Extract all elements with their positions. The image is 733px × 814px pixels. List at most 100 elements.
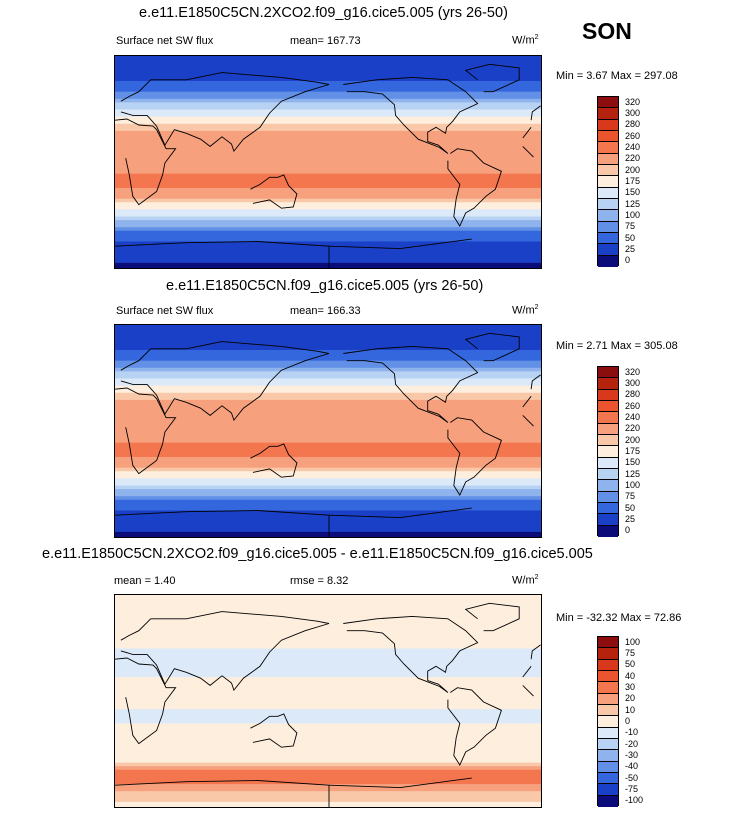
panel2-map-coastline bbox=[120, 341, 330, 422]
panel1-colorbar-box bbox=[598, 130, 618, 143]
panel2-map-band bbox=[115, 410, 541, 415]
panel3-rmse-label: rmse = 8.32 bbox=[290, 575, 349, 587]
panel1-colorbar-tick-label: 75 bbox=[625, 221, 636, 232]
panel1-colorbar-box bbox=[598, 187, 618, 199]
panel1-map-band bbox=[115, 173, 541, 178]
panel2-map-band bbox=[115, 378, 541, 383]
panel1-map-coastline bbox=[328, 238, 472, 250]
panel3-map-band bbox=[115, 648, 541, 653]
panel1-mean-label: mean= 167.73 bbox=[290, 35, 361, 47]
panel3-colorbar-box bbox=[598, 693, 618, 705]
panel1-map-svg bbox=[115, 56, 541, 268]
panel3-map-band bbox=[115, 712, 541, 717]
panel2-map-coastline bbox=[328, 507, 472, 519]
panel3-map-coastline bbox=[522, 666, 532, 678]
panel1-colorbar-box bbox=[598, 97, 618, 109]
panel2-colorbar-box bbox=[598, 400, 618, 413]
panel3-colorbar-tick-label: -50 bbox=[625, 772, 639, 783]
panel1-variable-label: Surface net SW flux bbox=[116, 35, 214, 47]
panel3-map-band bbox=[115, 595, 541, 600]
panel1-colorbar-tick-label: 320 bbox=[625, 96, 641, 107]
panel2-map-band bbox=[115, 424, 541, 430]
panel2-colorbar-box bbox=[598, 525, 618, 537]
panel3-map-band bbox=[115, 612, 541, 617]
panel3-map-coastline bbox=[530, 644, 541, 660]
panel1-map-band bbox=[115, 66, 541, 71]
panel2-colorbar-box bbox=[598, 468, 618, 481]
panel1-colorbar bbox=[597, 96, 619, 267]
panel2-map-band bbox=[115, 328, 541, 333]
panel3-map-band bbox=[115, 691, 541, 696]
panel2-map-band bbox=[115, 432, 541, 437]
panel1-map-band bbox=[115, 202, 541, 207]
panel3-colorbar-tick-label: 10 bbox=[625, 704, 636, 715]
panel3-map-band bbox=[115, 677, 541, 682]
panel3-map-band bbox=[115, 787, 541, 792]
panel3-map-band bbox=[115, 794, 541, 799]
panel2-title: e.e11.E1850C5CN.f09_g16.cice5.005 (yrs 2… bbox=[166, 278, 484, 294]
panel3-map-band bbox=[115, 741, 541, 746]
panel2-map-band bbox=[115, 349, 541, 355]
panel1-map-band bbox=[115, 84, 541, 89]
panel2-colorbar-tick-label: 75 bbox=[625, 491, 636, 502]
panel3-map-band bbox=[115, 623, 541, 628]
panel3-colorbar-box bbox=[598, 704, 618, 717]
panel1-map-band bbox=[115, 120, 541, 125]
panel2-map-band bbox=[115, 481, 541, 487]
panel3-colorbar-tick-label: 30 bbox=[625, 682, 636, 692]
panel1-colorbar-tick-label: 150 bbox=[625, 187, 641, 198]
panel1-colorbar-tick-label: 100 bbox=[625, 210, 641, 220]
panel2-map-band bbox=[115, 503, 541, 508]
panel2-map-band bbox=[115, 399, 541, 405]
panel3-map-coastline bbox=[115, 780, 330, 807]
panel1-map-coastline bbox=[120, 72, 330, 153]
panel2-map-coastline bbox=[522, 396, 532, 408]
panel2-map-band bbox=[115, 524, 541, 529]
panel2-map-band bbox=[115, 421, 541, 426]
panel3-colorbar-tick-label: 50 bbox=[625, 659, 636, 670]
panel1-map-band bbox=[115, 113, 541, 118]
panel1-colorbar-box bbox=[598, 232, 618, 245]
panel3-colorbar-tick-label: -10 bbox=[625, 727, 639, 738]
panel1-colorbar-tick-label: 25 bbox=[625, 244, 636, 254]
panel1-map-band bbox=[115, 73, 541, 78]
panel1-colorbar-tick-label: 300 bbox=[625, 108, 641, 118]
panel3-map-band bbox=[115, 751, 541, 757]
panel1-map-band bbox=[115, 180, 541, 185]
panel2-map-band bbox=[115, 467, 541, 472]
panel3-map-coastline bbox=[343, 615, 479, 693]
panel1-map-band bbox=[115, 209, 541, 214]
panel2-map-band bbox=[115, 342, 541, 347]
panel1-colorbar-box bbox=[598, 210, 618, 222]
panel2-map-band bbox=[115, 514, 541, 519]
panel1-map-band bbox=[115, 220, 541, 225]
panel3-map-band bbox=[115, 780, 541, 785]
panel3-map-band bbox=[115, 776, 541, 782]
panel3-map-band bbox=[115, 723, 541, 728]
panel1-map-band bbox=[115, 155, 541, 161]
panel2-map-band bbox=[115, 346, 541, 351]
panel1-map-coastline bbox=[115, 241, 330, 268]
panel2-colorbar-box bbox=[598, 367, 618, 379]
panel2-map-band bbox=[115, 428, 541, 433]
panel2-map-band bbox=[115, 435, 541, 440]
panel3-map-band bbox=[115, 726, 541, 732]
panel1-map-coastline bbox=[343, 76, 479, 154]
panel3-map-band bbox=[115, 673, 541, 678]
panel3-colorbar-tick-label: 40 bbox=[625, 670, 636, 681]
panel3-map-band bbox=[115, 773, 541, 778]
panel2-map-band bbox=[115, 496, 541, 501]
panel2-map-band bbox=[115, 407, 541, 412]
panel3-map-band bbox=[115, 709, 541, 714]
panel1-map-coastline bbox=[530, 105, 541, 121]
panel1-map-band bbox=[115, 266, 541, 268]
panel1-colorbar-box bbox=[598, 119, 618, 131]
panel3-map-band bbox=[115, 680, 541, 685]
panel3-colorbar-box bbox=[598, 784, 618, 796]
panel2-colorbar-tick-label: 240 bbox=[625, 412, 641, 422]
panel1-map-band bbox=[115, 145, 541, 150]
panel2-map-coastline bbox=[250, 443, 298, 478]
panel3-map-band bbox=[115, 766, 541, 771]
panel2-colorbar-box bbox=[598, 457, 618, 469]
panel2-map-svg bbox=[115, 325, 541, 537]
